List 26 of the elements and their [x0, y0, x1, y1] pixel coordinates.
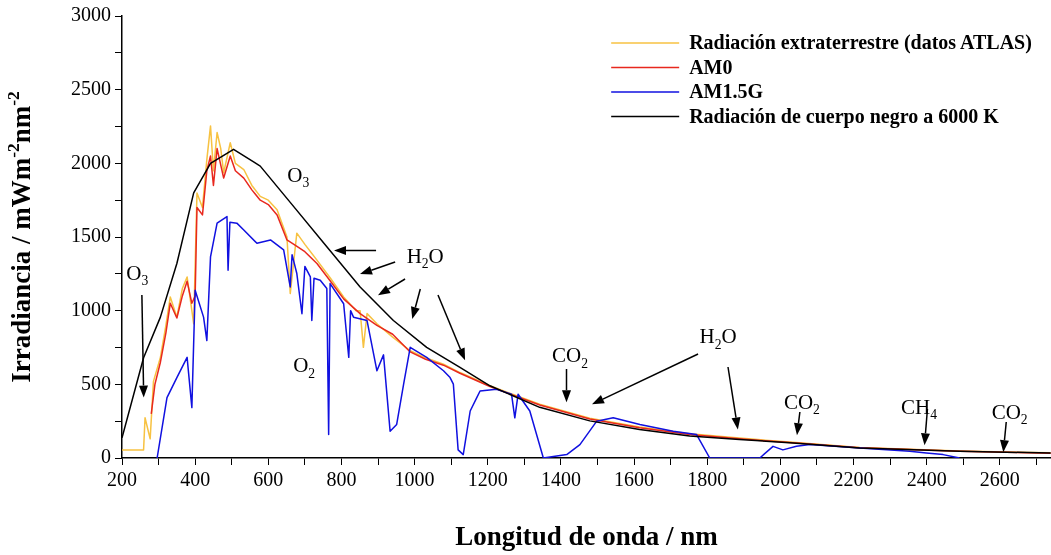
legend-label: AM0: [689, 55, 733, 78]
y-tick-label: 2500: [71, 76, 111, 99]
y-tick-label: 1000: [71, 297, 111, 320]
x-tick-label: 2000: [760, 468, 801, 491]
x-tick-label: 800: [326, 468, 357, 491]
y-tick-label: 2000: [71, 150, 111, 173]
x-tick-label: 400: [180, 468, 211, 491]
y-tick-label: 500: [81, 371, 111, 394]
x-tick-label: 600: [253, 468, 284, 491]
x-axis-title: Longitud de onda / nm: [455, 521, 719, 551]
legend-label: Radiación extraterrestre (datos ATLAS): [689, 31, 1032, 55]
x-tick-label: 1000: [394, 468, 435, 491]
x-tick-label: 1400: [540, 468, 581, 491]
y-tick-label: 3000: [71, 3, 111, 26]
legend-label: AM1.5G: [689, 80, 764, 103]
y-axis-title: Irradiancia / mWm-2nm-2: [3, 90, 36, 383]
x-tick-label: 200: [107, 468, 137, 491]
x-tick-label: 1800: [687, 468, 728, 491]
y-tick-label: 1500: [71, 224, 111, 247]
y-tick-label: 0: [101, 445, 111, 468]
legend-label: Radiación de cuerpo negro a 6000 K: [689, 104, 1000, 128]
x-tick-label: 2200: [833, 468, 874, 491]
x-tick-label: 1600: [614, 468, 655, 491]
x-tick-label: 2600: [979, 468, 1020, 491]
x-tick-label: 1200: [467, 468, 508, 491]
x-tick-label: 2400: [906, 468, 947, 491]
